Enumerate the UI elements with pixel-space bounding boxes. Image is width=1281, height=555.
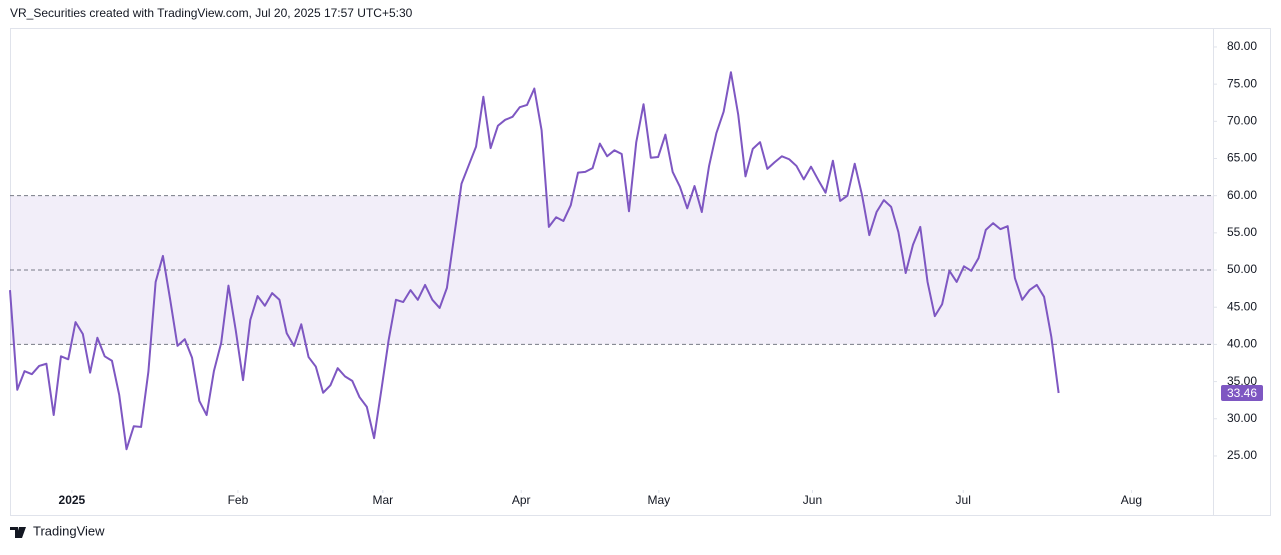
x-tick-label: May xyxy=(647,493,670,507)
x-tick-label: Jun xyxy=(803,493,822,507)
logo xyxy=(10,527,26,538)
frame xyxy=(10,28,1271,516)
x-tick-label: Apr xyxy=(512,493,531,507)
y-tick-label: 80.00 xyxy=(1227,39,1257,53)
rsi-line xyxy=(9,71,1060,451)
x-tick-label: Feb xyxy=(228,493,249,507)
y-tick-label: 45.00 xyxy=(1227,299,1257,313)
y-tick-label: 75.00 xyxy=(1227,76,1257,90)
last-value-badge xyxy=(1221,385,1263,402)
y-tick-label: 50.00 xyxy=(1227,262,1257,276)
y-tick-label: 55.00 xyxy=(1227,225,1257,239)
y-tick-label: 40.00 xyxy=(1227,337,1257,351)
y-tick-label: 60.00 xyxy=(1227,188,1257,202)
last-value-label: 33.46 xyxy=(1227,386,1257,400)
header: VR_Securities created with TradingView.c… xyxy=(10,6,413,20)
x-tick-label: Jul xyxy=(956,493,971,507)
x-tick-label: Mar xyxy=(373,493,394,507)
y-tick-label: 70.00 xyxy=(1227,113,1257,127)
footer: TradingView xyxy=(33,523,105,538)
y-tick-label: 65.00 xyxy=(1227,151,1257,165)
x-tick-label: Aug xyxy=(1121,493,1142,507)
x-tick-label: 2025 xyxy=(59,493,86,507)
y-tick-label: 25.00 xyxy=(1227,448,1257,462)
y-tick-label: 35.00 xyxy=(1227,374,1257,388)
y-tick-label: 30.00 xyxy=(1227,411,1257,425)
